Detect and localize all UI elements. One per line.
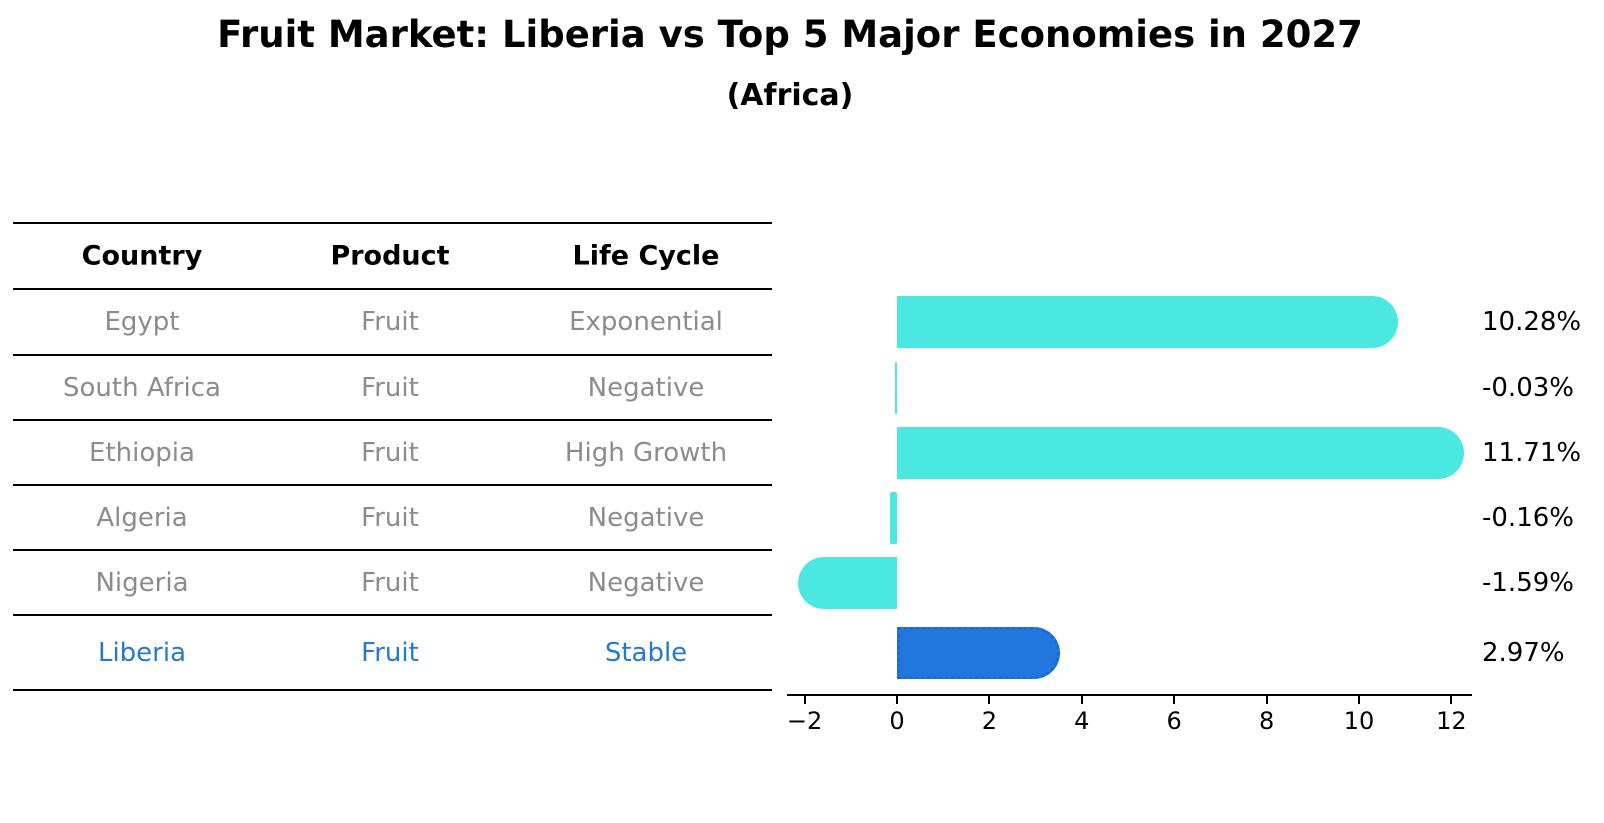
chart-title: Fruit Market: Liberia vs Top 5 Major Eco… <box>217 13 1363 56</box>
x-axis-tick-label: 8 <box>1258 707 1275 735</box>
bar-nigeria <box>797 556 897 609</box>
x-axis-tick-label: 0 <box>889 707 905 735</box>
x-axis-tick-label: 10 <box>1343 707 1375 735</box>
table-cell-product: Fruit <box>361 637 419 668</box>
x-axis-tick-label: −2 <box>786 707 823 735</box>
table-cell-product: Fruit <box>361 502 419 533</box>
bar-value-label: -0.03% <box>1482 372 1574 403</box>
x-axis-tick <box>1173 696 1176 704</box>
table-cell-life-cycle: Negative <box>587 567 705 598</box>
chart-subtitle: (Africa) <box>726 78 854 113</box>
table-row-rule <box>13 549 772 551</box>
table-cell-country: Nigeria <box>95 567 189 598</box>
table-cell-product: Fruit <box>361 437 419 468</box>
table-header-country: Country <box>81 240 203 272</box>
table-row-rule <box>13 614 772 616</box>
table-bottom-rule <box>13 689 772 691</box>
table-cell-country: South Africa <box>63 372 221 403</box>
x-axis-tick-label: 6 <box>1166 707 1182 735</box>
table-cell-product: Fruit <box>361 567 419 598</box>
table-cell-life-cycle: Stable <box>604 637 688 668</box>
x-axis-tick <box>1358 696 1360 704</box>
x-axis-tick-label: 4 <box>1074 707 1090 735</box>
bar-value-label: 10.28% <box>1482 307 1582 337</box>
bar-ethiopia <box>897 426 1464 479</box>
x-axis-tick <box>1080 696 1083 704</box>
x-axis-tick <box>803 696 806 704</box>
table-header-product: Product <box>330 240 450 272</box>
x-axis-tick <box>896 696 898 704</box>
table-row-rule <box>13 419 772 421</box>
table-cell-country: Ethiopia <box>89 437 195 468</box>
table-cell-country: Liberia <box>97 637 187 668</box>
x-axis-line <box>787 694 1472 696</box>
table-cell-life-cycle: Negative <box>587 502 705 533</box>
bar-egypt <box>897 296 1398 348</box>
table-row-rule <box>13 354 772 356</box>
x-axis-tick-label: 2 <box>981 707 998 735</box>
table-header-life-cycle: Life Cycle <box>572 240 720 272</box>
bar-value-label: 11.71% <box>1482 437 1582 468</box>
table-top-rule <box>13 222 772 224</box>
bar-value-label: 2.97% <box>1482 637 1565 668</box>
table-cell-product: Fruit <box>361 372 419 403</box>
table-cell-life-cycle: Exponential <box>569 307 723 337</box>
table-cell-life-cycle: Negative <box>587 372 705 403</box>
bar-south-africa <box>895 361 897 414</box>
x-axis-tick <box>988 696 991 704</box>
bar-liberia <box>897 626 1061 679</box>
x-axis-tick-label: 12 <box>1436 707 1467 735</box>
table-cell-country: Algeria <box>96 502 188 533</box>
bar-value-label: -0.16% <box>1482 502 1574 533</box>
bar-value-label: -1.59% <box>1482 567 1574 598</box>
table-cell-product: Fruit <box>361 307 419 337</box>
table-row-rule <box>13 484 772 486</box>
table-row-rule <box>13 288 772 290</box>
bar-algeria <box>889 491 897 544</box>
x-axis-tick <box>1450 696 1453 704</box>
table-cell-country: Egypt <box>104 307 180 337</box>
x-axis-tick <box>1265 696 1268 704</box>
table-cell-life-cycle: High Growth <box>564 437 728 468</box>
